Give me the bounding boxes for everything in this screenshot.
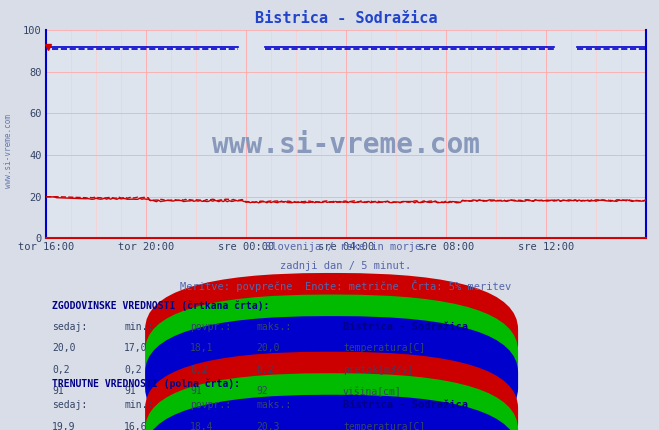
Text: 17,0: 17,0: [124, 343, 148, 353]
Text: temperatura[C]: temperatura[C]: [343, 343, 425, 353]
Text: 91: 91: [52, 386, 64, 396]
Text: 20,0: 20,0: [52, 343, 76, 353]
Text: Meritve: povprečne  Enote: metrične  Črta: 5% meritev: Meritve: povprečne Enote: metrične Črta:…: [181, 280, 511, 292]
Text: 18,1: 18,1: [190, 343, 214, 353]
Text: 91: 91: [124, 386, 136, 396]
Text: 0,2: 0,2: [52, 365, 70, 375]
Text: povpr.:: povpr.:: [190, 322, 231, 332]
Text: 91: 91: [190, 386, 202, 396]
Text: maks.:: maks.:: [256, 400, 291, 410]
FancyBboxPatch shape: [145, 273, 518, 401]
FancyBboxPatch shape: [145, 295, 518, 423]
Text: Bistrica - Sodražica: Bistrica - Sodražica: [343, 322, 468, 332]
Text: maks.:: maks.:: [256, 322, 291, 332]
FancyBboxPatch shape: [145, 395, 518, 430]
Text: min.:: min.:: [124, 400, 154, 410]
Text: temperatura[C]: temperatura[C]: [343, 422, 425, 430]
Text: 0,2: 0,2: [124, 365, 142, 375]
Text: pretok[m3/s]: pretok[m3/s]: [343, 365, 413, 375]
Text: 0,2: 0,2: [256, 365, 273, 375]
Text: Bistrica - Sodražica: Bistrica - Sodražica: [343, 400, 468, 410]
FancyBboxPatch shape: [145, 373, 518, 430]
Text: zadnji dan / 5 minut.: zadnji dan / 5 minut.: [280, 261, 412, 271]
Text: www.si-vreme.com: www.si-vreme.com: [4, 114, 13, 187]
Text: 20,3: 20,3: [256, 422, 279, 430]
Text: 92: 92: [256, 386, 268, 396]
Text: 16,6: 16,6: [124, 422, 148, 430]
Text: TRENUTNE VREDNOSTI (polna črta):: TRENUTNE VREDNOSTI (polna črta):: [52, 379, 240, 389]
Text: min.:: min.:: [124, 322, 154, 332]
Text: povpr.:: povpr.:: [190, 400, 231, 410]
Text: 20,0: 20,0: [256, 343, 279, 353]
FancyBboxPatch shape: [145, 316, 518, 430]
Text: sedaj:: sedaj:: [52, 400, 88, 410]
Text: www.si-vreme.com: www.si-vreme.com: [212, 131, 480, 159]
Text: 0,2: 0,2: [190, 365, 208, 375]
Text: višina[cm]: višina[cm]: [343, 386, 402, 397]
FancyBboxPatch shape: [145, 352, 518, 430]
Text: 18,4: 18,4: [190, 422, 214, 430]
Text: sedaj:: sedaj:: [52, 322, 88, 332]
Text: Slovenija / reke in morje.: Slovenija / reke in morje.: [265, 242, 427, 252]
Text: ZGODOVINSKE VREDNOSTI (črtkana črta):: ZGODOVINSKE VREDNOSTI (črtkana črta):: [52, 300, 270, 310]
Text: 19,9: 19,9: [52, 422, 76, 430]
Title: Bistrica - Sodražica: Bistrica - Sodražica: [255, 11, 437, 26]
